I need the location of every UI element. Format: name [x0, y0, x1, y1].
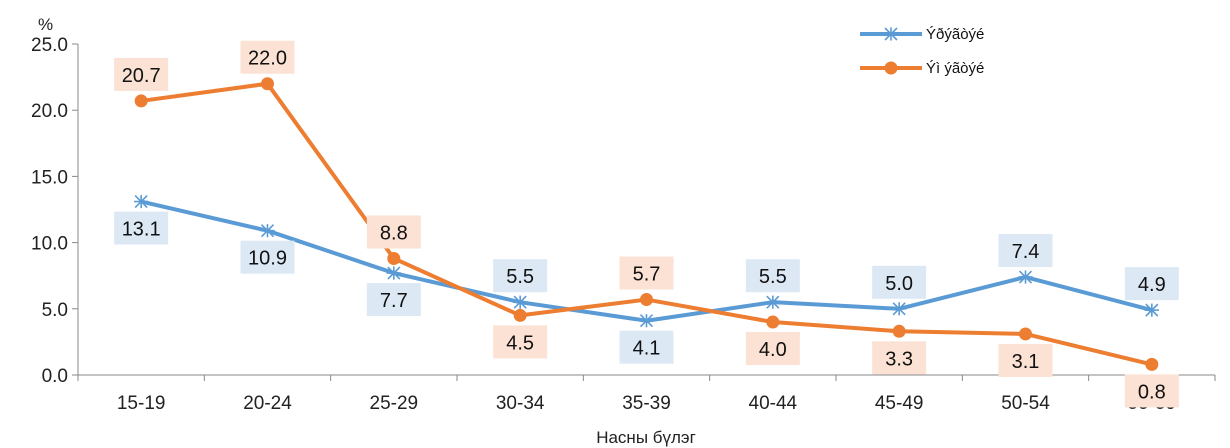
- data-label-bg: [493, 325, 548, 359]
- data-label-bg: [1124, 374, 1179, 408]
- data-label-series-2: 3.3: [885, 348, 913, 370]
- data-label-bg: [998, 234, 1053, 268]
- data-label-bg: [619, 256, 674, 290]
- data-point-series-2: [766, 315, 780, 329]
- x-ticks: 15-19 20-24 25-29 30-34 35-39 40-44 45-49 50-54…: [77, 375, 1216, 414]
- data-label-series-1: 13.1: [122, 219, 161, 241]
- data-label-bg: [745, 259, 800, 293]
- data-label-series-1: 7.7: [380, 290, 408, 312]
- legend: Ýðýãòýé Ýì ýãòýé: [860, 26, 984, 77]
- y-tick-label: 15.0: [31, 167, 68, 188]
- y-tick-label: 5.0: [42, 300, 68, 321]
- data-label-bg: [240, 240, 295, 274]
- data-labels: 13.1 10.9 7.7 5.5 4.1 5.5 5.0 7.4 4.9 20.7 22.0 8.8…: [114, 40, 1179, 408]
- legend-label-series-2: Ýì ýãòýé: [926, 60, 984, 77]
- data-label-series-2: 5.7: [633, 264, 661, 286]
- data-point-series-1: [1018, 270, 1033, 284]
- x-tick-label: 45-49: [875, 393, 924, 414]
- data-label-bg: [366, 283, 421, 317]
- data-label-bg: [872, 265, 927, 299]
- data-point-series-1: [512, 295, 528, 309]
- data-label-series-2: 8.8: [380, 222, 408, 244]
- legend-marker-glyph: [884, 61, 898, 75]
- data-label-series-2: 20.7: [122, 65, 161, 87]
- x-tick-label: 25-29: [370, 393, 419, 414]
- legend-item-series-1: Ýðýãòýé: [860, 26, 984, 43]
- x-tick-label: 35-39: [622, 393, 671, 414]
- data-point-series-2: [640, 293, 653, 307]
- data-label-bg: [114, 57, 169, 91]
- data-label-bg: [493, 259, 548, 293]
- data-label-series-2: 0.8: [1138, 381, 1166, 403]
- y-tick-label: 10.0: [31, 234, 68, 255]
- data-point-series-1: [639, 314, 654, 328]
- data-point-series-2: [1019, 327, 1032, 341]
- x-axis-title: Насны бүлэг: [596, 428, 696, 447]
- data-label-series-1: 10.9: [248, 248, 287, 270]
- data-point-series-2: [387, 251, 401, 265]
- x-tick-label: 50-54: [1001, 393, 1050, 414]
- y-tick-label: 25.0: [31, 35, 68, 56]
- data-point-series-2: [261, 77, 274, 91]
- data-label-series-1: 5.0: [885, 273, 913, 295]
- data-label-bg: [1124, 267, 1179, 301]
- data-label-series-2: 3.1: [1012, 351, 1040, 373]
- data-label-bg: [114, 211, 169, 245]
- y-tick-label: 0.0: [42, 366, 68, 387]
- legend-label-series-1: Ýðýãòýé: [926, 26, 984, 43]
- x-tick-label: 15-19: [117, 393, 166, 414]
- x-tick-label: 30-34: [496, 393, 545, 414]
- data-label-series-2: 22.0: [248, 48, 287, 70]
- data-label-series-2: 4.5: [506, 332, 534, 354]
- data-label-bg: [745, 332, 800, 366]
- series-layer: [133, 77, 1160, 371]
- data-label-series-1: 4.1: [633, 338, 661, 360]
- data-point-series-1: [260, 224, 275, 238]
- x-tick-label: 40-44: [749, 393, 798, 414]
- y-ticks: 0.0 5.0 10.0 15.0 20.0 25.0: [31, 35, 78, 387]
- data-label-bg: [619, 330, 674, 364]
- legend-item-series-2: Ýì ýãòýé: [860, 60, 984, 77]
- data-label-series-1: 5.5: [506, 266, 534, 288]
- legend-marker-series-1: [883, 27, 899, 41]
- data-point-series-1: [891, 302, 907, 316]
- data-label-series-1: 4.9: [1138, 274, 1166, 296]
- data-point-series-2: [892, 324, 906, 338]
- data-point-series-1: [765, 295, 781, 309]
- data-label-bg: [998, 343, 1053, 377]
- data-label-bg: [240, 40, 295, 74]
- data-point-series-1: [133, 194, 149, 209]
- data-point-series-1: [386, 266, 402, 280]
- x-tick-label: 20-24: [243, 393, 292, 414]
- data-label-bg: [366, 215, 421, 249]
- y-axis-title: %: [38, 15, 53, 34]
- data-label-series-1: 5.5: [759, 266, 787, 288]
- data-point-series-2: [513, 308, 527, 322]
- data-point-series-2: [134, 94, 148, 108]
- data-point-series-1: [1144, 303, 1160, 317]
- legend-marker-glyph: [883, 27, 899, 41]
- data-point-series-2: [1145, 357, 1159, 371]
- y-tick-label: 20.0: [31, 101, 68, 122]
- data-label-series-2: 4.0: [759, 339, 787, 361]
- legend-marker-series-2: [884, 61, 898, 75]
- data-label-bg: [872, 341, 927, 375]
- data-label-series-1: 7.4: [1012, 241, 1040, 263]
